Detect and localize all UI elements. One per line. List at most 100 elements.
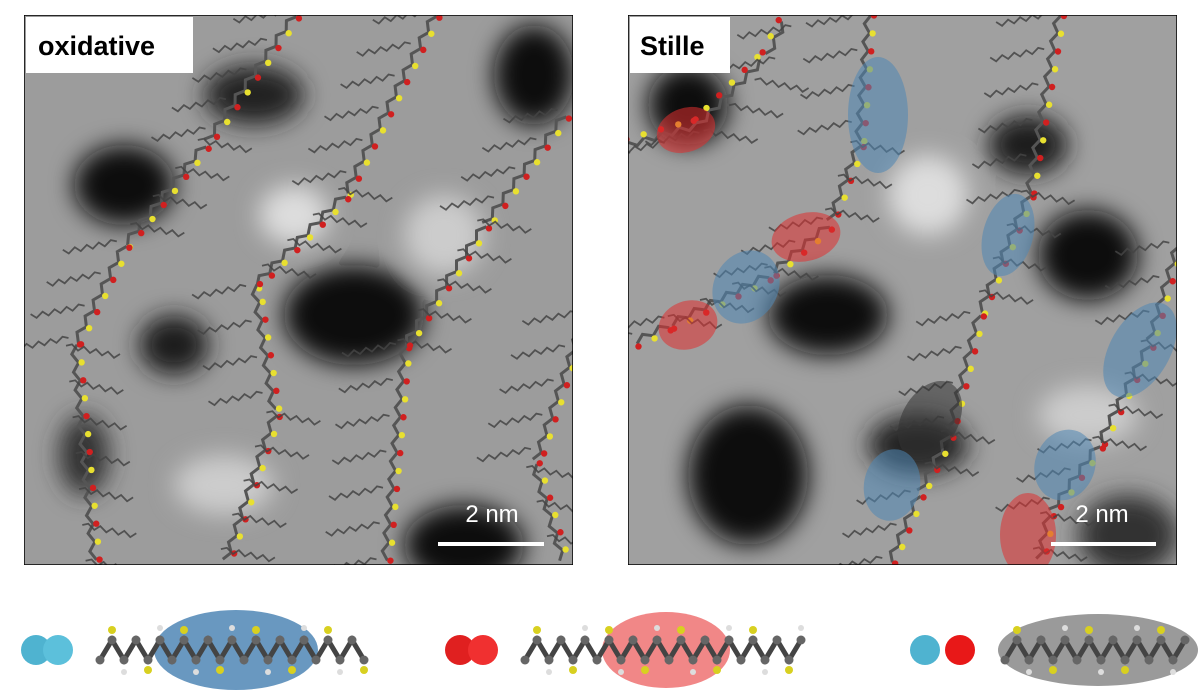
atom [1180,635,1190,645]
atom [1037,154,1044,162]
atom [1170,669,1176,675]
atom [616,655,626,665]
atom [651,335,658,342]
side-chain [197,319,252,336]
atom [324,626,332,634]
atom [392,503,399,511]
atom [546,494,554,501]
atom [544,655,554,665]
side-chain [331,449,387,466]
atom [268,272,276,279]
atom [403,378,410,385]
atom [749,626,757,634]
atom [556,635,566,645]
atom [275,405,283,412]
atom [299,635,309,645]
atom [436,15,443,21]
atom [713,666,721,674]
highlight [1000,493,1056,565]
atom [285,30,292,37]
atom [435,300,443,307]
atom [265,669,271,675]
atom [1164,295,1171,302]
side-chain [151,126,206,143]
side-chain [69,379,124,395]
atom [628,635,638,645]
atom [635,343,642,350]
panel-label: oxidative [38,31,155,61]
atom [540,450,548,457]
atom [1060,15,1068,20]
atom [84,430,92,438]
atom [403,78,411,86]
atom [772,635,782,645]
atom [227,635,237,645]
side-chain [243,478,299,495]
highlight [1103,302,1177,398]
label-box [630,17,730,73]
side-chain [152,193,208,210]
atom [582,625,588,631]
side-chain [837,173,893,190]
side-chain [202,355,258,371]
atom [712,655,722,665]
image-content [24,15,573,565]
side-chain [983,82,1039,98]
atom [1099,445,1107,452]
side-chain [24,335,69,349]
atom [110,276,117,284]
atom [1072,655,1082,665]
atom [569,666,577,674]
side-chain [439,195,495,211]
atom [854,160,861,168]
side-chain [78,486,134,503]
atom [760,655,770,665]
atom [395,467,402,475]
atom [191,655,201,665]
atom [229,625,235,631]
side-chain [191,67,247,83]
atom [91,502,98,509]
atom [533,159,541,166]
atom [1034,172,1041,179]
atom [248,499,255,506]
atom [256,280,264,288]
side-chain [85,558,118,565]
highlight [998,614,1198,686]
atom [728,79,736,86]
side-chain [372,15,418,25]
atom [754,53,761,61]
atom [1156,635,1166,645]
atom [160,201,167,209]
atom [523,173,530,180]
highlight [981,193,1035,277]
atom [270,430,278,438]
atom [89,484,97,492]
side-chain [1114,240,1170,257]
scale-label: 2 nm [1075,501,1128,528]
atom [332,208,339,216]
atom [216,666,224,674]
side-chain [837,555,883,565]
atom [1134,625,1140,631]
atom [405,360,412,367]
atom [652,635,662,645]
atom [664,655,674,665]
side-chain [266,410,321,426]
side-chain [341,342,397,358]
molecule [1002,635,1188,665]
atom [1051,66,1059,73]
atom [319,221,326,228]
atom [395,94,403,102]
atom [913,510,920,518]
atom [465,255,473,262]
atom [716,92,723,99]
label-box [26,17,193,73]
atom [157,625,163,631]
atom [387,111,395,118]
atom [78,359,85,366]
side-chain [989,46,1045,63]
atom [796,635,806,645]
atom [107,635,117,645]
side-chain [907,345,962,362]
